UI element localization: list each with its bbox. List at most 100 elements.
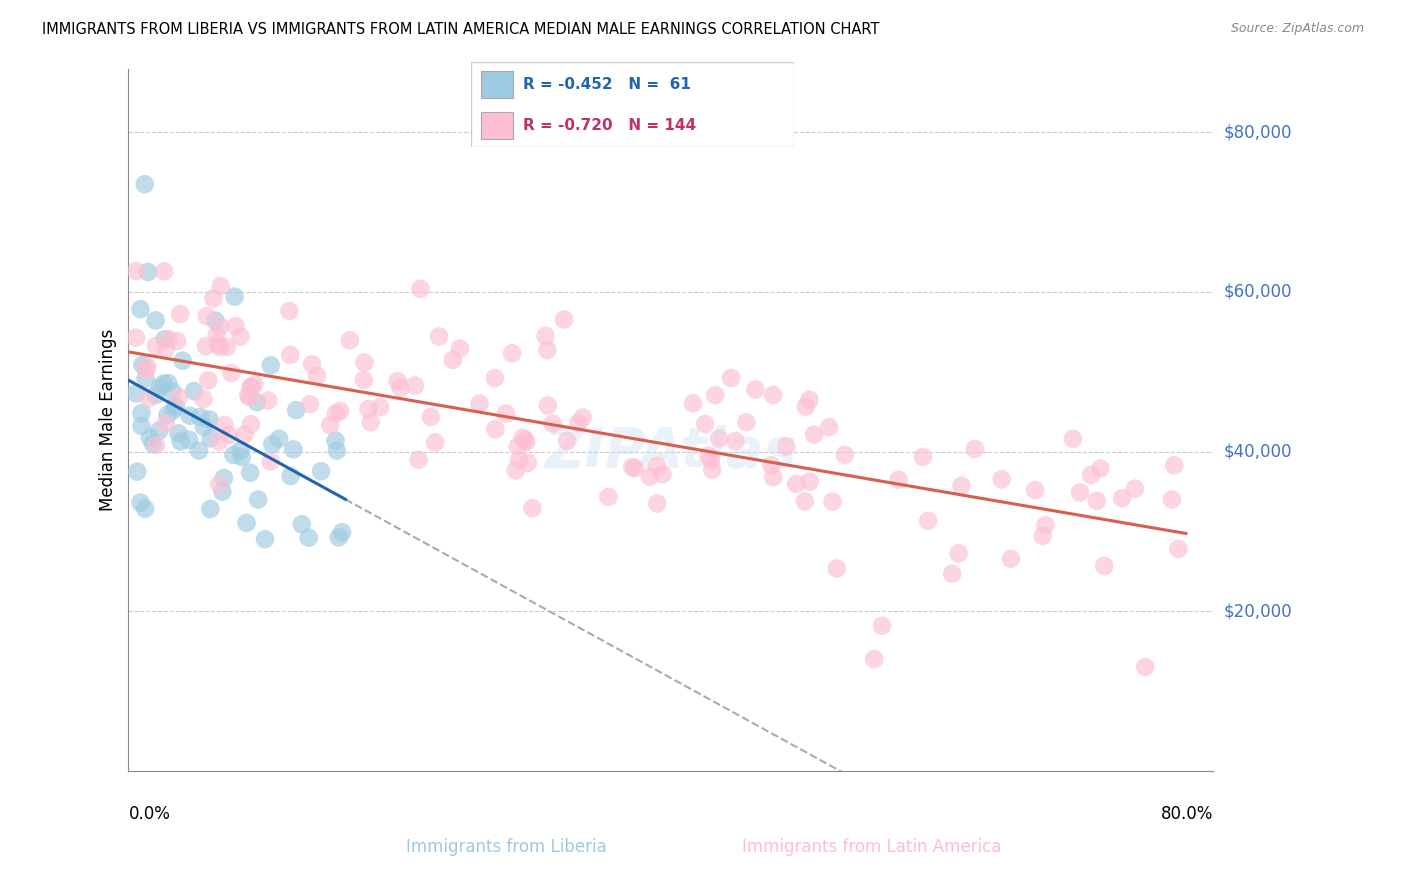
Point bbox=[537, 399, 560, 413]
Point bbox=[200, 502, 222, 516]
Point bbox=[735, 415, 758, 429]
Bar bbox=[481, 71, 513, 98]
Point bbox=[700, 453, 723, 467]
Point bbox=[305, 368, 328, 383]
Point bbox=[1167, 541, 1189, 556]
Point bbox=[212, 471, 235, 485]
Point bbox=[142, 436, 165, 450]
Point bbox=[330, 525, 353, 540]
Point bbox=[149, 380, 172, 394]
Point bbox=[1080, 467, 1102, 482]
Point bbox=[761, 458, 783, 473]
Point bbox=[501, 346, 523, 360]
Point bbox=[515, 434, 537, 448]
Point bbox=[1000, 551, 1022, 566]
Point bbox=[188, 443, 211, 458]
Point bbox=[188, 409, 211, 424]
Point bbox=[257, 393, 280, 408]
Point bbox=[326, 443, 349, 458]
Point bbox=[1163, 458, 1185, 473]
Point bbox=[167, 426, 190, 441]
Point bbox=[204, 313, 226, 327]
Point bbox=[131, 406, 153, 420]
Point bbox=[280, 469, 302, 483]
Point bbox=[441, 352, 464, 367]
Point bbox=[162, 384, 184, 399]
Point bbox=[247, 492, 270, 507]
Point bbox=[1024, 483, 1046, 497]
Point bbox=[309, 464, 332, 478]
Point bbox=[818, 420, 841, 434]
Point bbox=[235, 516, 257, 530]
Point bbox=[623, 461, 645, 475]
Point bbox=[508, 453, 530, 467]
Point bbox=[215, 340, 238, 354]
Point bbox=[775, 439, 797, 453]
Point bbox=[136, 359, 159, 374]
Point bbox=[325, 434, 347, 448]
Point bbox=[131, 358, 153, 372]
Text: 80.0%: 80.0% bbox=[1161, 805, 1213, 823]
Point bbox=[495, 407, 517, 421]
Point bbox=[139, 431, 162, 445]
Point bbox=[145, 388, 167, 402]
Point bbox=[319, 418, 342, 433]
Point bbox=[536, 343, 558, 358]
Point bbox=[224, 289, 246, 303]
Point bbox=[183, 384, 205, 398]
Point bbox=[239, 417, 262, 432]
Point bbox=[233, 427, 256, 442]
Point bbox=[170, 434, 193, 449]
Point bbox=[225, 319, 247, 334]
Point bbox=[1092, 559, 1115, 574]
Point bbox=[238, 390, 260, 404]
Point bbox=[195, 310, 218, 324]
Point bbox=[214, 417, 236, 432]
Point bbox=[720, 371, 742, 385]
Point bbox=[177, 433, 200, 447]
Point bbox=[129, 495, 152, 509]
Point bbox=[136, 392, 159, 406]
Point bbox=[134, 178, 156, 192]
Point bbox=[651, 467, 673, 482]
Point bbox=[208, 434, 231, 449]
Text: Immigrants from Latin America: Immigrants from Latin America bbox=[742, 838, 1001, 856]
Point bbox=[522, 501, 544, 516]
Point bbox=[298, 397, 321, 411]
Point bbox=[152, 376, 174, 391]
Point bbox=[1135, 660, 1157, 674]
Point bbox=[484, 422, 506, 436]
Point bbox=[950, 479, 973, 493]
Point bbox=[127, 465, 149, 479]
Point bbox=[449, 342, 471, 356]
Point bbox=[262, 437, 284, 451]
Point bbox=[153, 264, 176, 278]
Point bbox=[260, 358, 283, 372]
Point bbox=[136, 265, 159, 279]
Point bbox=[1111, 491, 1133, 506]
Point bbox=[222, 448, 245, 462]
Point bbox=[598, 490, 620, 504]
Point bbox=[468, 396, 491, 410]
Point bbox=[368, 400, 391, 414]
Point bbox=[209, 279, 232, 293]
Point bbox=[682, 396, 704, 410]
Text: 0.0%: 0.0% bbox=[128, 805, 170, 823]
Y-axis label: Median Male Earnings: Median Male Earnings bbox=[100, 328, 117, 511]
Point bbox=[208, 477, 231, 491]
Point bbox=[704, 388, 727, 402]
Point bbox=[357, 401, 380, 416]
Point bbox=[506, 439, 529, 453]
Point bbox=[863, 652, 886, 666]
Point bbox=[695, 417, 717, 431]
Point bbox=[702, 463, 724, 477]
Point bbox=[821, 494, 844, 508]
Point bbox=[153, 332, 176, 346]
Point bbox=[246, 395, 269, 409]
Point bbox=[762, 470, 785, 484]
Point bbox=[291, 517, 314, 532]
Point bbox=[990, 472, 1012, 486]
Point bbox=[360, 415, 382, 429]
Point bbox=[645, 496, 668, 510]
Point bbox=[917, 514, 939, 528]
